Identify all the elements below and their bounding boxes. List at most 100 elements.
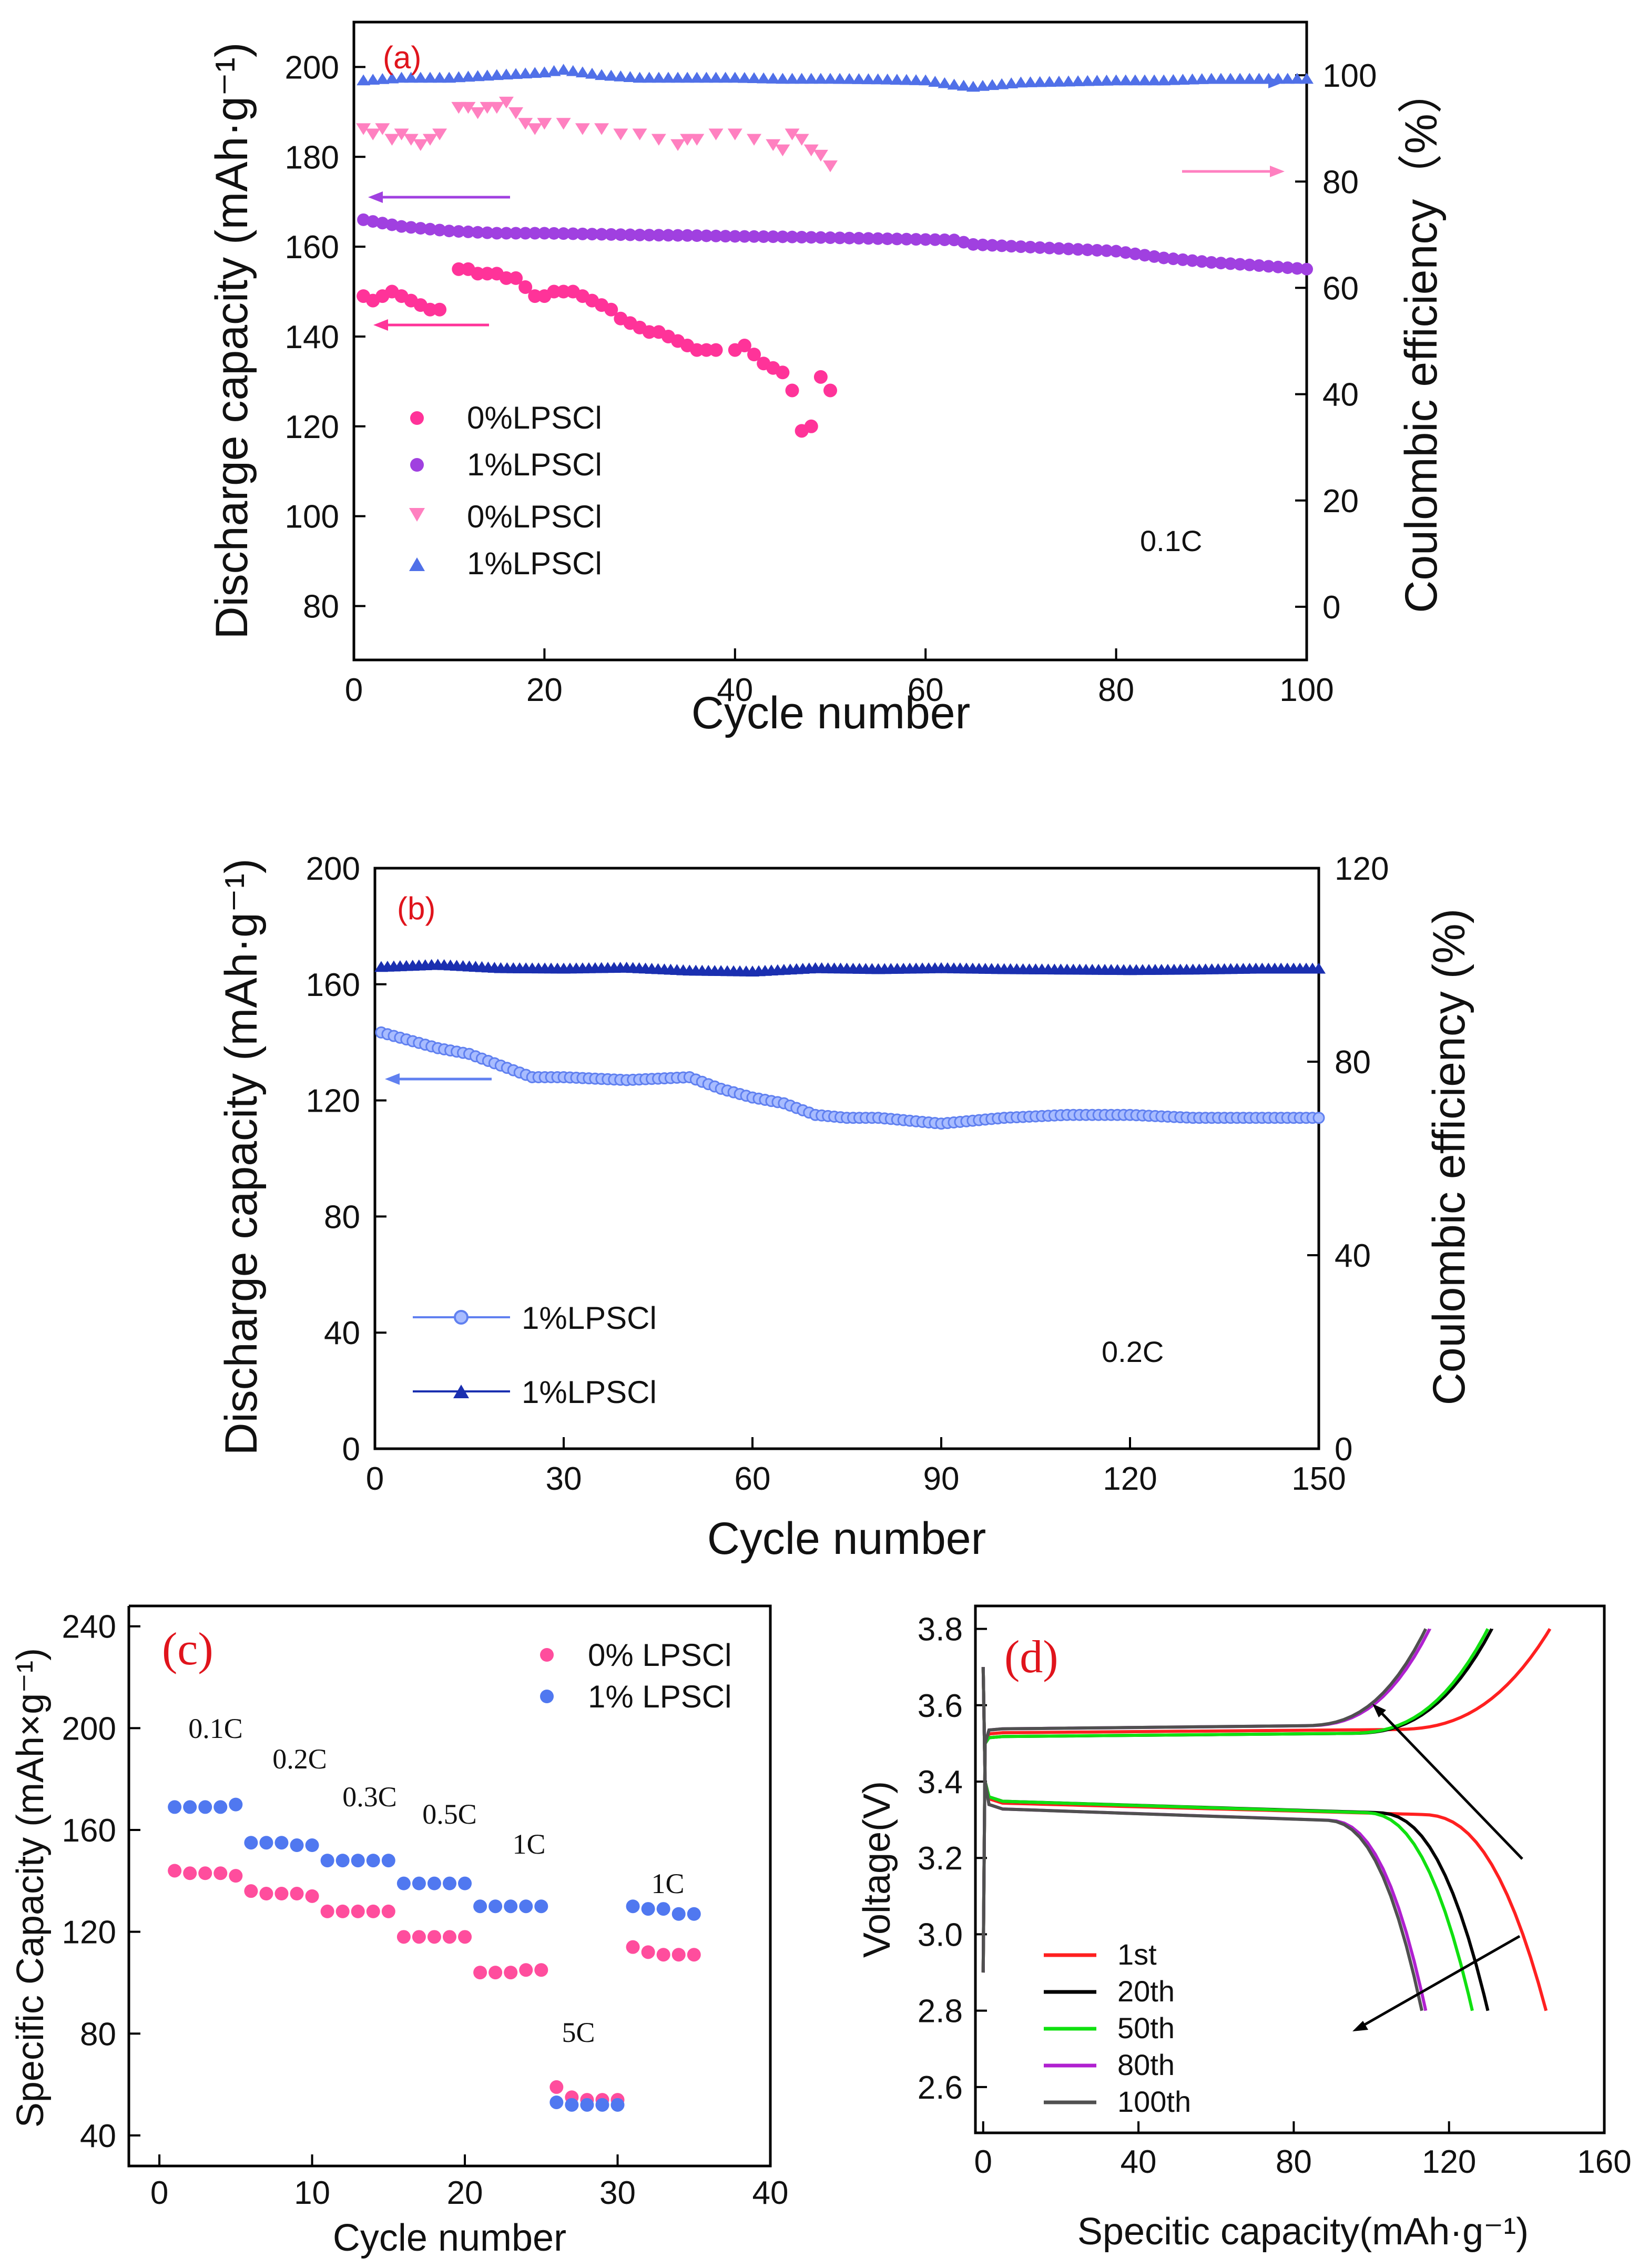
pa-s1-point bbox=[1253, 259, 1266, 272]
pa-s3-point bbox=[1109, 74, 1123, 86]
pa-s3-point bbox=[1033, 76, 1047, 87]
pa-s1-point bbox=[414, 222, 427, 235]
panel-d-marks bbox=[981, 1628, 1552, 2011]
pc-y-tick-label-0: 40 bbox=[80, 2118, 116, 2154]
pa-s1-point bbox=[757, 230, 770, 243]
pc-x-tick-label-3: 30 bbox=[599, 2175, 636, 2211]
pc-s0-point bbox=[656, 1948, 670, 1962]
pa-s2-point bbox=[432, 128, 447, 140]
pa-s3-point bbox=[699, 72, 714, 83]
pa-s1-point bbox=[1043, 241, 1056, 255]
pa-s1-point bbox=[423, 222, 436, 236]
panel-d-frame bbox=[974, 1604, 1606, 2134]
legend-a-label-2: 0%LPSCl bbox=[467, 499, 602, 534]
pa-s3-point bbox=[795, 73, 809, 84]
pa-s1-point bbox=[566, 227, 579, 240]
pd-s2-charge-line bbox=[981, 1628, 1490, 1973]
pb-y-tick-label-1: 40 bbox=[324, 1315, 360, 1351]
pa-s3-point bbox=[813, 73, 828, 84]
pd-y-tick-label-6: 3.8 bbox=[918, 1612, 963, 1648]
panel-a-ticks: 0 20 40 60 80 100 80 100 120 140 160 180 200 0 20 40 60 8… bbox=[285, 49, 1377, 708]
legend-a-label-3: 1%LPSCl bbox=[467, 546, 602, 581]
pa-y-tick-label-3: 140 bbox=[285, 319, 339, 355]
panel-c: 0 10 20 30 40 40 80 120 160 200 240 (c) Cycle numb… bbox=[9, 1604, 788, 2259]
pa-y2-tick-label-0: 0 bbox=[1322, 589, 1340, 626]
pa-s1-point bbox=[900, 232, 913, 246]
legend-b-marker-1 bbox=[453, 1385, 469, 1398]
pc-s0-point bbox=[335, 1904, 350, 1918]
pc-s1-point bbox=[580, 2098, 594, 2112]
pa-s2-point bbox=[356, 123, 371, 135]
pa-y-tick-label-0: 80 bbox=[303, 588, 339, 625]
pa-x-tick-label-5: 100 bbox=[1279, 672, 1334, 708]
pa-s1-point bbox=[1091, 243, 1104, 257]
pd-s2-discharge-line bbox=[981, 1667, 1474, 2011]
pa-s1-point bbox=[805, 231, 818, 244]
pa-s1-point bbox=[1205, 256, 1218, 269]
pb-y2-tick-label-0: 0 bbox=[1335, 1431, 1352, 1468]
pa-s1-point bbox=[490, 227, 503, 240]
pa-s1-point bbox=[1033, 241, 1046, 254]
pa-s3-point bbox=[509, 68, 523, 79]
pa-s1-point bbox=[890, 232, 903, 246]
pc-s1-point bbox=[259, 1836, 273, 1850]
pa-s1-point bbox=[709, 229, 722, 242]
pa-s3-point bbox=[947, 78, 961, 90]
pa-s1-point bbox=[1281, 261, 1294, 274]
pa-s3-point bbox=[366, 74, 380, 85]
pa-s3-point bbox=[1214, 73, 1228, 84]
pa-s3-point bbox=[785, 73, 799, 84]
pa-s1-point bbox=[833, 231, 847, 245]
legend-a-marker-1 bbox=[410, 458, 424, 472]
pa-s1-point bbox=[690, 229, 704, 242]
pc-x-tick-label-0: 0 bbox=[150, 2175, 168, 2211]
pa-x-tick-label-4: 80 bbox=[1098, 672, 1134, 708]
pa-s3-point bbox=[652, 72, 666, 83]
arrow-discharge-fade bbox=[1358, 1935, 1521, 2029]
pc-s1-point bbox=[396, 1876, 411, 1890]
arrow-head-blue bbox=[1268, 77, 1283, 88]
pa-s1-point bbox=[1157, 251, 1170, 265]
pa-s2-point bbox=[727, 128, 742, 140]
pa-s1-point bbox=[624, 228, 637, 241]
pa-s3-point bbox=[1280, 73, 1295, 84]
pa-s3-point bbox=[737, 72, 751, 83]
pa-s2-point bbox=[823, 160, 838, 172]
pa-s1-point bbox=[452, 225, 465, 238]
pc-y-tick-label-3: 160 bbox=[62, 1813, 116, 1849]
pa-s3-point bbox=[861, 73, 876, 85]
legend-d-label-3: 80th bbox=[1117, 2048, 1175, 2081]
pa-s3-point bbox=[642, 72, 656, 83]
pa-s0-point bbox=[823, 383, 837, 398]
pa-s3-point bbox=[823, 73, 837, 84]
pa-s2-point bbox=[680, 134, 695, 146]
pa-s3-point bbox=[690, 72, 704, 83]
pa-s1-point bbox=[976, 238, 989, 251]
pa-s3-point bbox=[423, 72, 437, 83]
pa-s3-point bbox=[1118, 74, 1133, 86]
legend-a-marker-0 bbox=[410, 411, 424, 425]
pc-s1-point bbox=[656, 1902, 670, 1916]
pa-s3-point bbox=[718, 72, 732, 83]
panel-b-ylabel: Discharge capacity (mAh·g⁻¹) bbox=[216, 858, 267, 1455]
pa-y2-tick-label-1: 20 bbox=[1322, 483, 1359, 520]
pa-s2-point bbox=[375, 123, 390, 135]
legend-c-marker-0 bbox=[540, 1648, 554, 1662]
pa-s2-point bbox=[813, 149, 828, 162]
pa-s1-point bbox=[1119, 246, 1132, 259]
pa-s1-point bbox=[986, 239, 999, 252]
pa-s1-point bbox=[528, 227, 542, 240]
pa-s3-point bbox=[1147, 74, 1162, 86]
legend-a-label-0: 0%LPSCl bbox=[467, 400, 602, 435]
panel-d-xlabel: Specitic capacity(mAh·g⁻¹) bbox=[1077, 2211, 1529, 2253]
pc-s0-point bbox=[213, 1866, 228, 1880]
pa-s1-point bbox=[643, 229, 656, 242]
pa-s3-point bbox=[433, 72, 447, 83]
pc-s0-point bbox=[427, 1930, 441, 1944]
pc-x-tick-label-2: 20 bbox=[447, 2175, 483, 2211]
pc-s1-point bbox=[595, 2098, 609, 2112]
pc-s0-point bbox=[396, 1930, 411, 1944]
pa-s1-point bbox=[786, 230, 799, 243]
panel-a-arrows bbox=[368, 77, 1285, 331]
pa-s2-point bbox=[489, 101, 504, 114]
